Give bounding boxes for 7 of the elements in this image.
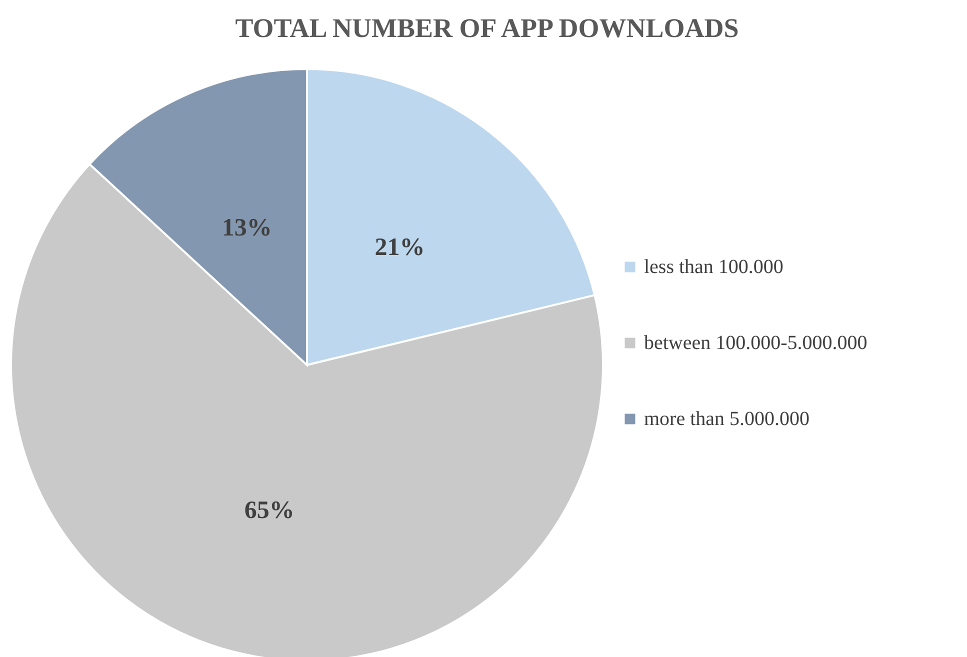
data-label: 13%	[222, 214, 272, 242]
legend-label: more than 5.000.000	[644, 408, 810, 430]
legend-label: between 100.000-5.000.000	[644, 332, 868, 354]
data-label: 21%	[374, 234, 425, 262]
chart-title: TOTAL NUMBER OF APP DOWNLOADS	[235, 13, 739, 43]
data-label: 65%	[244, 497, 294, 524]
legend-label: less than 100.000	[644, 256, 784, 278]
